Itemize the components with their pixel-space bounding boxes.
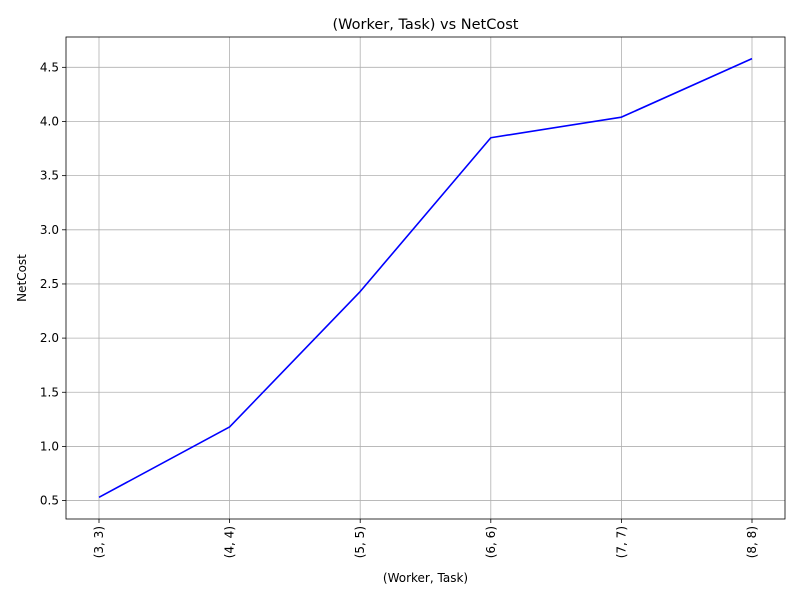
y-tick-label: 3.0: [40, 223, 59, 237]
x-tick-label: (8, 8): [745, 526, 759, 558]
x-tick-label: (4, 4): [223, 526, 237, 558]
series-line: [98, 57, 753, 499]
x-axis-label: (Worker, Task): [383, 571, 468, 585]
x-tick-label: (5, 5): [353, 526, 367, 558]
tick-layer: (3, 3) (4, 4) (5, 5) (6, 6) (7, 7) (8, 8) 0.5 1…: [40, 60, 759, 558]
y-tick-label: 1.5: [40, 385, 59, 399]
y-tick-label: 3.5: [40, 169, 59, 183]
x-tick-label: (7, 7): [614, 526, 628, 558]
y-tick-label: 4.0: [40, 114, 59, 128]
x-tick-label: (6, 6): [484, 526, 498, 558]
y-tick-label: 4.5: [40, 60, 59, 74]
series-layer: [98, 57, 753, 499]
y-tick-label: 0.5: [40, 494, 59, 508]
y-axis-label: NetCost: [15, 254, 29, 302]
plot-area-background: [66, 37, 785, 519]
y-tick-label: 2.0: [40, 331, 59, 345]
y-tick-label: 2.5: [40, 277, 59, 291]
x-tick-label: (3, 3): [92, 526, 106, 558]
y-tick-label: 1.0: [40, 439, 59, 453]
plot-frame: [65, 36, 786, 520]
chart-title: (Worker, Task) vs NetCost: [333, 17, 519, 33]
